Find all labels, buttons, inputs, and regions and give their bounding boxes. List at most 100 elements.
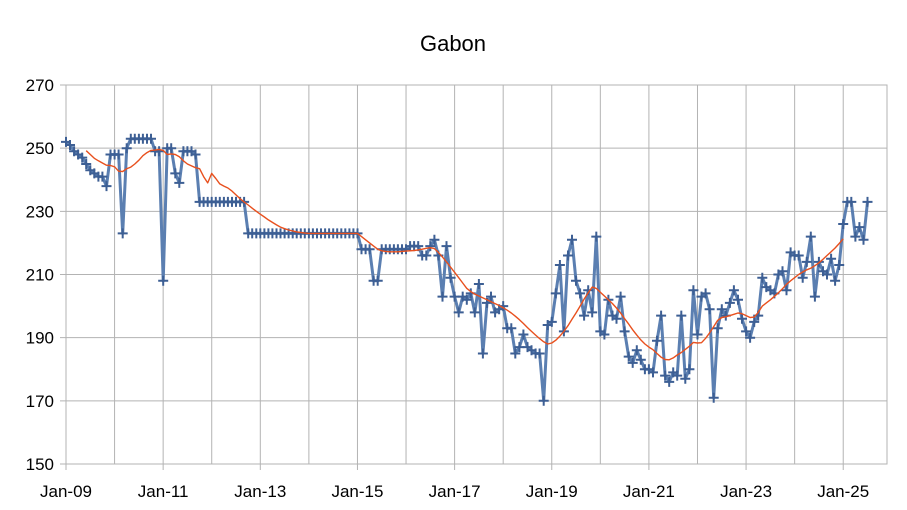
y-tick-label: 170 <box>26 392 54 411</box>
data-point-marker <box>700 288 711 299</box>
data-point-marker <box>664 376 675 387</box>
data-point-marker <box>158 275 169 286</box>
data-point-marker <box>469 307 480 318</box>
data-point-marker <box>680 373 691 384</box>
data-point-marker <box>716 304 727 315</box>
data-point-marker <box>801 256 812 267</box>
data-point-marker <box>567 234 577 245</box>
data-point-marker <box>113 149 124 160</box>
data-point-marker <box>834 260 845 270</box>
data-point-marker <box>724 297 735 308</box>
data-point-marker <box>619 326 630 337</box>
data-point-marker <box>692 329 703 340</box>
data-point-marker <box>737 313 747 324</box>
data-point-marker <box>154 146 165 157</box>
x-tick-label: Jan-19 <box>526 482 578 501</box>
data-point-marker <box>538 395 549 406</box>
data-point-marker <box>453 307 464 318</box>
data-point-marker <box>611 313 622 324</box>
x-tick-label: Jan-17 <box>429 482 481 501</box>
data-point-marker <box>846 196 857 207</box>
data-point-marker <box>97 171 108 182</box>
data-point-marker <box>550 288 561 299</box>
data-point-marker <box>733 294 743 305</box>
y-tick-label: 150 <box>26 455 54 474</box>
data-point-marker <box>822 269 832 280</box>
data-point-marker <box>809 291 820 302</box>
data-point-marker <box>486 291 496 302</box>
data-point-marker <box>579 310 590 321</box>
data-point-marker <box>660 370 671 381</box>
data-point-marker <box>850 231 861 242</box>
data-point-marker <box>461 294 472 305</box>
data-point-marker <box>631 345 642 356</box>
data-point-marker <box>838 219 849 229</box>
data-point-marker <box>741 326 752 337</box>
data-point-marker <box>170 168 181 179</box>
data-point-marker <box>421 250 432 261</box>
data-point-marker <box>708 392 719 403</box>
data-point-marker <box>587 307 598 318</box>
data-point-marker <box>445 272 456 283</box>
data-point-marker <box>506 323 517 334</box>
data-point-marker <box>534 348 545 359</box>
data-point-marker <box>554 260 565 270</box>
data-point-marker <box>623 351 634 362</box>
x-tick-label: Jan-09 <box>40 482 92 501</box>
data-point-marker <box>429 234 440 245</box>
data-point-marker <box>571 275 581 286</box>
data-point-marker <box>473 279 484 289</box>
data-point-marker <box>854 222 865 233</box>
data-point-marker <box>805 231 816 242</box>
data-point-marker <box>672 370 683 381</box>
data-point-marker <box>712 323 723 334</box>
data-point-marker <box>635 354 646 365</box>
data-point-marker <box>510 348 521 359</box>
chart-title: Gabon <box>420 31 486 56</box>
data-point-marker <box>749 316 760 327</box>
data-point-marker <box>518 329 529 340</box>
data-point-marker <box>728 285 739 296</box>
data-point-marker <box>591 231 602 242</box>
data-point-marker <box>684 364 695 375</box>
data-point-marker <box>121 143 132 154</box>
x-tick-label: Jan-11 <box>138 482 189 501</box>
data-point-marker <box>81 159 92 169</box>
data-point-marker <box>781 285 792 296</box>
data-point-marker <box>652 335 662 346</box>
y-tick-label: 190 <box>26 329 54 348</box>
data-point-marker <box>757 272 768 283</box>
y-tick-label: 270 <box>26 76 54 95</box>
data-point-marker <box>437 291 448 302</box>
data-point-marker <box>190 149 201 160</box>
data-point-marker <box>627 357 638 368</box>
series-group <box>61 133 873 406</box>
data-point-marker <box>826 253 837 264</box>
grid <box>60 84 888 470</box>
data-point-marker <box>862 196 873 207</box>
data-point-marker <box>575 288 586 299</box>
data-point-marker <box>688 285 699 296</box>
data-point-marker <box>101 181 112 192</box>
x-tick-label: Jan-23 <box>720 482 772 501</box>
data-point-marker <box>797 272 808 283</box>
data-point-marker <box>793 250 804 261</box>
y-tick-label: 210 <box>26 266 54 285</box>
data-point-marker <box>364 244 375 255</box>
y-axis-ticks: 150 170 190 210 230 250 270 <box>26 76 54 474</box>
data-point-marker <box>615 291 626 302</box>
data-point-marker <box>425 241 436 252</box>
data-point-marker <box>166 143 177 154</box>
y-tick-label: 250 <box>26 139 54 158</box>
data-point-marker <box>372 275 383 286</box>
x-tick-label: Jan-13 <box>234 482 286 501</box>
x-tick-label: Jan-15 <box>331 482 383 501</box>
data-point-marker <box>858 234 869 245</box>
data-point-marker <box>146 133 156 144</box>
y-tick-label: 230 <box>26 202 54 221</box>
data-point-marker <box>830 275 841 286</box>
data-point-marker <box>777 266 788 277</box>
data-point-marker <box>77 152 88 163</box>
data-point-marker <box>117 228 128 239</box>
data-point-marker <box>745 332 756 343</box>
